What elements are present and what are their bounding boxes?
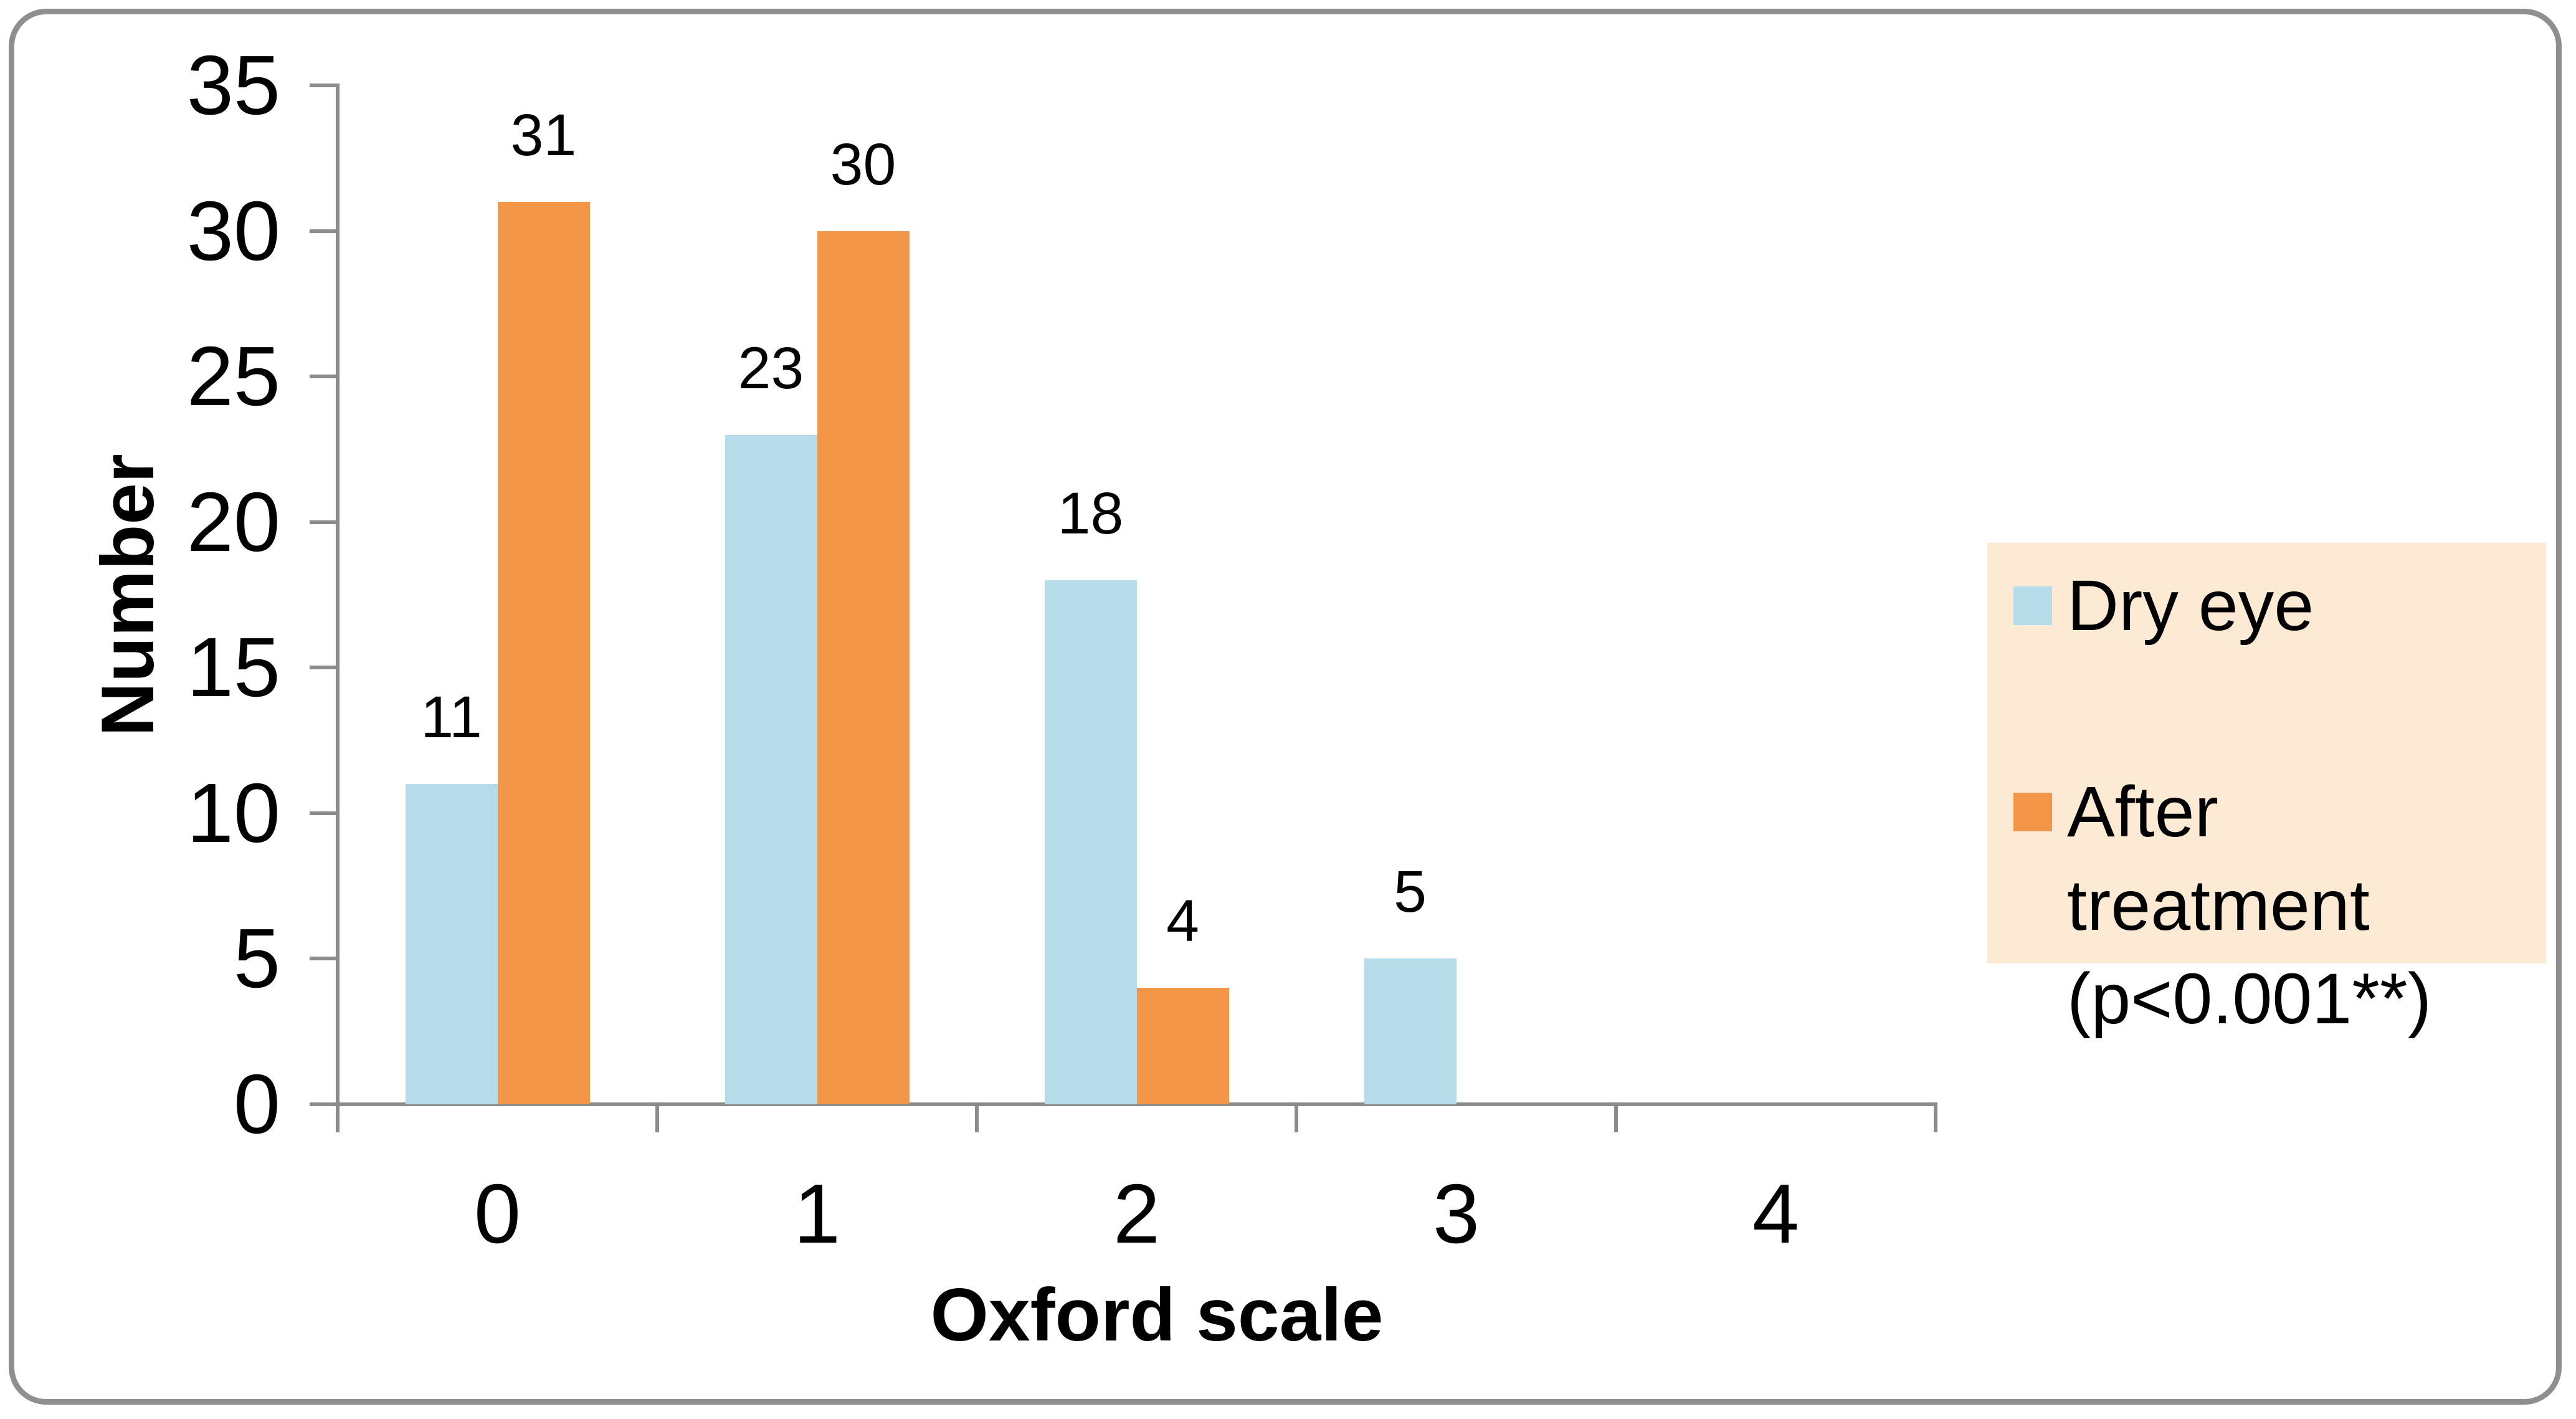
bar-value-label: 18 <box>1057 480 1124 547</box>
legend-swatch-icon <box>2013 793 2052 831</box>
bar-dry-eye-cat0 <box>405 784 498 1104</box>
y-tick-label: 25 <box>186 329 280 424</box>
x-tick-mark <box>1614 1104 1618 1132</box>
x-axis-title: Oxford scale <box>930 1273 1384 1357</box>
bar-dry-eye-cat3 <box>1364 958 1457 1104</box>
x-tick-mark <box>975 1104 979 1132</box>
bar-after-treatment-p-0-001-cat0 <box>497 201 590 1104</box>
bar-dry-eye-cat2 <box>1044 580 1137 1104</box>
y-tick-mark <box>310 957 336 961</box>
y-tick-mark <box>310 520 336 524</box>
y-tick-label: 15 <box>186 620 280 715</box>
figure-border <box>9 9 2562 1405</box>
y-tick-label: 20 <box>186 474 280 569</box>
bar-after-treatment-p-0-001-cat2 <box>1136 988 1229 1104</box>
x-tick-label: 2 <box>1113 1167 1161 1261</box>
y-tick-mark <box>310 1102 336 1106</box>
y-tick-label: 35 <box>186 38 280 132</box>
y-tick-label: 0 <box>233 1057 280 1151</box>
legend-label: Dry eye <box>2067 566 2314 646</box>
x-tick-label: 4 <box>1752 1167 1800 1261</box>
x-tick-label: 0 <box>473 1167 521 1261</box>
bar-dry-eye-cat1 <box>725 434 817 1104</box>
x-tick-mark <box>1295 1104 1298 1132</box>
y-tick-mark <box>310 84 336 87</box>
x-tick-label: 1 <box>793 1167 841 1261</box>
legend-item: Dry eye <box>1987 559 2546 652</box>
bar-value-label: 31 <box>510 102 577 168</box>
y-tick-mark <box>310 229 336 233</box>
legend-item: After treatment (p<0.001**) <box>1987 765 2546 1039</box>
bar-value-label: 4 <box>1166 888 1199 955</box>
legend: Dry eye After treatment (p<0.001**) <box>1987 543 2546 1039</box>
y-tick-label: 10 <box>186 765 280 860</box>
legend-swatch-icon <box>2013 586 2052 625</box>
y-axis-title: Number <box>86 454 169 737</box>
x-tick-mark <box>336 1104 340 1132</box>
y-tick-mark <box>310 811 336 815</box>
x-tick-mark <box>655 1104 659 1132</box>
x-tick-label: 3 <box>1432 1167 1480 1261</box>
y-axis-line <box>336 84 340 1106</box>
x-tick-mark <box>1934 1104 1937 1132</box>
y-tick-label: 30 <box>186 183 280 278</box>
bar-value-label: 11 <box>421 684 482 751</box>
legend-label: After treatment (p<0.001**) <box>2067 772 2431 1039</box>
bar-after-treatment-p-0-001-cat1 <box>817 231 910 1104</box>
bar-value-label: 5 <box>1394 859 1427 925</box>
y-tick-mark <box>310 375 336 379</box>
bar-value-label: 23 <box>738 335 804 401</box>
x-axis-line <box>336 1102 1937 1106</box>
y-tick-label: 5 <box>233 911 280 1006</box>
bar-value-label: 30 <box>830 131 896 198</box>
y-tick-mark <box>310 666 336 670</box>
